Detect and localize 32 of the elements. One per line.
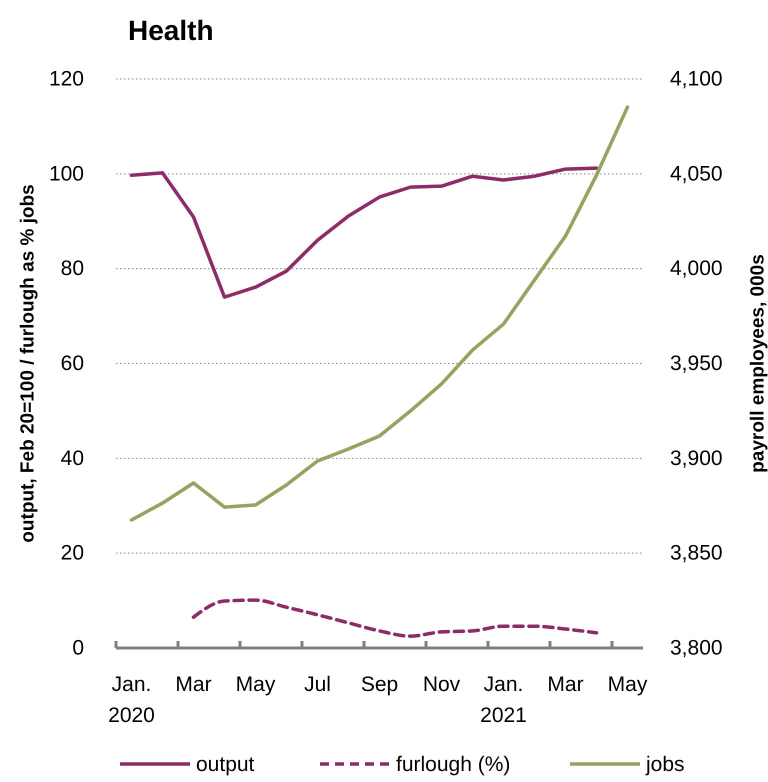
x-tick-label: Sep	[360, 673, 398, 696]
x-tick-label: May	[608, 673, 648, 696]
y-tick-label: 20	[60, 542, 84, 565]
y2-tick-label: 3,950	[670, 352, 723, 375]
x-tick-label: May	[236, 673, 276, 696]
line-series	[130, 105, 630, 522]
x-tick-label: Jan. 2021	[480, 673, 527, 727]
y-tick-label: 120	[48, 68, 84, 90]
y-tick-label: 60	[60, 352, 84, 375]
line-series	[130, 166, 598, 299]
line-series	[192, 598, 598, 638]
y-axis-title: output, Feb 20=100 / furlough as % jobs	[18, 184, 38, 543]
y-tick-label: 40	[60, 446, 84, 470]
y2-tick-label: 4,100	[670, 68, 723, 90]
y-tick-label: 0	[72, 636, 84, 660]
y2-tick-label: 3,800	[670, 636, 723, 660]
legend-label: jobs	[645, 753, 685, 776]
y-tick-label: 80	[60, 257, 84, 280]
y2-tick-label: 3,900	[670, 446, 723, 470]
chart-title: Health	[128, 15, 214, 46]
x-tick-label: Nov	[422, 673, 461, 696]
y-tick-label: 100	[48, 162, 84, 186]
y2-tick-label: 4,050	[670, 162, 723, 186]
y2-tick-label: 4,000	[670, 257, 723, 280]
legend-label: output	[196, 753, 255, 776]
y2-axis-title: payroll employees, 000s	[748, 254, 768, 473]
legend-label: furlough (%)	[396, 753, 510, 776]
x-tick-label: Jul	[304, 673, 331, 696]
x-tick-label: Mar	[175, 673, 212, 696]
y2-tick-label: 3,850	[670, 542, 723, 565]
x-tick-label: Mar	[547, 673, 584, 696]
x-tick-label: Jan. 2020	[108, 673, 155, 727]
